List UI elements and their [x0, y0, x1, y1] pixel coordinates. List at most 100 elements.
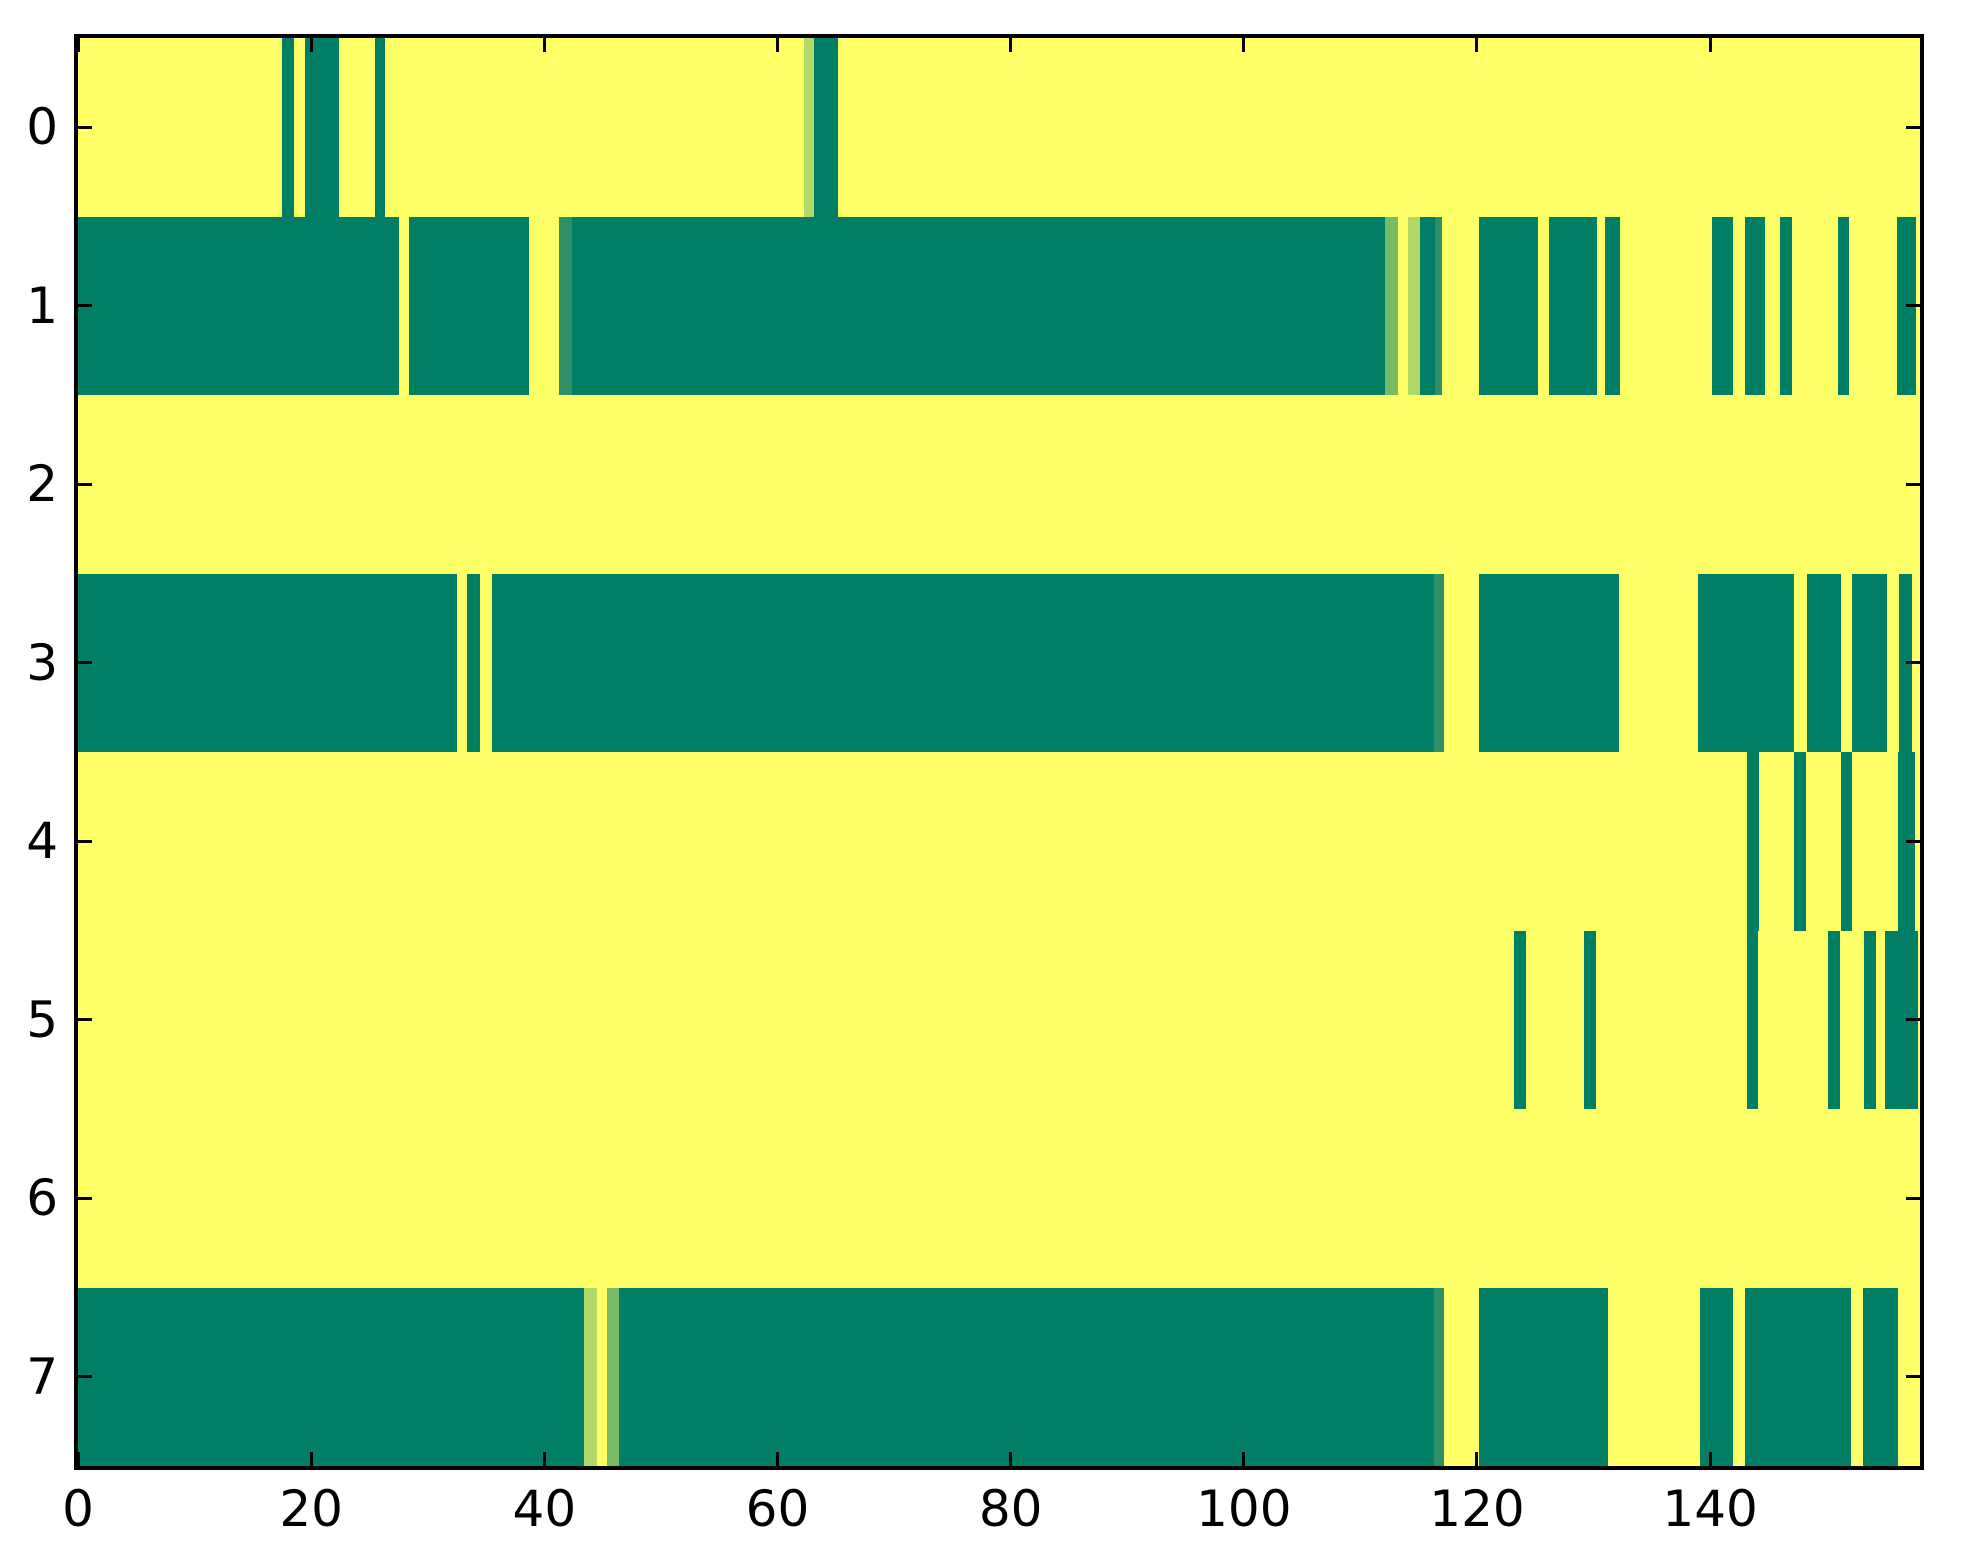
heatmap-segment: [1605, 216, 1621, 395]
heatmap-row-6: [78, 1109, 1920, 1288]
y-tick-left: [78, 839, 92, 843]
y-tick-label: 3: [26, 633, 58, 692]
x-tick-top: [309, 38, 313, 52]
x-tick-label: 40: [512, 1480, 577, 1538]
heatmap-segment: [1698, 573, 1795, 752]
heatmap-segment: [491, 573, 1434, 752]
x-tick-bottom: [1475, 1452, 1479, 1466]
heatmap-segment: [1384, 216, 1398, 395]
heatmap-segment: [559, 216, 573, 395]
y-tick-left: [78, 125, 92, 129]
heatmap-segment: [1745, 1287, 1852, 1466]
y-tick-right: [1906, 1018, 1920, 1022]
y-tick-right: [1906, 1375, 1920, 1379]
x-tick-top: [1475, 38, 1479, 52]
heatmap-segment: [1838, 216, 1849, 395]
heatmap-segment: [1699, 1287, 1734, 1466]
heatmap-segment: [375, 38, 385, 217]
y-tick-label: 1: [26, 276, 58, 335]
y-tick-left: [78, 304, 92, 308]
heatmap-segment: [1745, 216, 1765, 395]
x-tick-top: [1009, 38, 1013, 52]
heatmap-row-2: [78, 395, 1920, 574]
heatmap-segment: [1747, 930, 1758, 1109]
heatmap-canvas: [78, 38, 1920, 1466]
y-tick-left: [78, 1018, 92, 1022]
y-tick-left: [78, 1196, 92, 1200]
y-tick-label: 6: [26, 1169, 58, 1228]
x-tick-bottom: [775, 1452, 779, 1466]
heatmap-segment: [78, 573, 457, 752]
x-tick-bottom: [1708, 1452, 1712, 1466]
heatmap-segment: [409, 216, 530, 395]
heatmap-segment: [1899, 573, 1912, 752]
y-tick-label: 4: [26, 812, 58, 871]
heatmap-row-1: [78, 216, 1920, 395]
x-tick-bottom: [542, 1452, 546, 1466]
x-tick-label: 20: [279, 1480, 343, 1538]
x-tick-label: 140: [1662, 1480, 1758, 1538]
heatmap-segment: [583, 1287, 597, 1466]
y-tick-label: 5: [26, 990, 58, 1049]
heatmap-segment: [1433, 573, 1445, 752]
heatmap-segment: [1435, 216, 1442, 395]
x-tick-bottom: [1242, 1452, 1246, 1466]
heatmap-segment: [1433, 1287, 1445, 1466]
y-tick-right: [1906, 304, 1920, 308]
y-tick-label: 7: [26, 1347, 58, 1406]
heatmap-segment: [1419, 216, 1435, 395]
heatmap-row-4: [78, 752, 1920, 931]
heatmap-segment: [1712, 216, 1734, 395]
heatmap-segment: [1780, 216, 1792, 395]
heatmap-segment: [572, 216, 1385, 395]
x-tick-label: 120: [1429, 1480, 1525, 1538]
heatmap-segment: [78, 216, 399, 395]
y-tick-right: [1906, 661, 1920, 665]
x-tick-bottom: [309, 1452, 313, 1466]
heatmap-segment: [1794, 752, 1806, 931]
y-tick-right: [1906, 125, 1920, 129]
y-tick-left: [78, 482, 92, 486]
x-tick-top: [542, 38, 546, 52]
heatmap-segment: [1827, 930, 1840, 1109]
heatmap-segment: [1549, 216, 1598, 395]
x-tick-top: [775, 38, 779, 52]
heatmap-segment: [467, 573, 481, 752]
heatmap-segment: [1479, 1287, 1608, 1466]
y-tick-label: 0: [26, 98, 58, 157]
y-tick-right: [1906, 482, 1920, 486]
heatmap-segment: [1806, 573, 1841, 752]
y-tick-left: [78, 1375, 92, 1379]
x-tick-label: 0: [62, 1480, 94, 1538]
heatmap-segment: [1747, 752, 1760, 931]
x-tick-label: 60: [745, 1480, 810, 1538]
y-tick-right: [1906, 839, 1920, 843]
heatmap-segment: [1514, 930, 1526, 1109]
heatmap-segment: [1864, 930, 1876, 1109]
heatmap-segment: [1840, 752, 1853, 931]
heatmap-segment: [1479, 216, 1538, 395]
y-tick-right: [1906, 1196, 1920, 1200]
heatmap-segment: [813, 38, 839, 217]
plot-area: [74, 34, 1924, 1470]
heatmap-segment: [1862, 1287, 1898, 1466]
x-tick-bottom: [78, 1452, 80, 1466]
heatmap-segment: [804, 38, 814, 217]
heatmap-segment: [1852, 573, 1888, 752]
x-tick-label: 80: [978, 1480, 1043, 1538]
x-tick-top: [1242, 38, 1246, 52]
heatmap-segment: [1408, 216, 1420, 395]
heatmap-row-0: [78, 38, 1920, 217]
x-tick-top: [1708, 38, 1712, 52]
heatmap-row-7: [78, 1287, 1920, 1466]
heatmap-segment: [1479, 573, 1620, 752]
x-tick-bottom: [1009, 1452, 1013, 1466]
x-tick-label: 100: [1196, 1480, 1292, 1538]
x-tick-top: [78, 38, 80, 52]
heatmap-segment: [607, 1287, 619, 1466]
y-tick-left: [78, 661, 92, 665]
heatmap-row-5: [78, 930, 1920, 1109]
heatmap-segment: [1584, 930, 1596, 1109]
heatmap-segment: [282, 38, 294, 217]
